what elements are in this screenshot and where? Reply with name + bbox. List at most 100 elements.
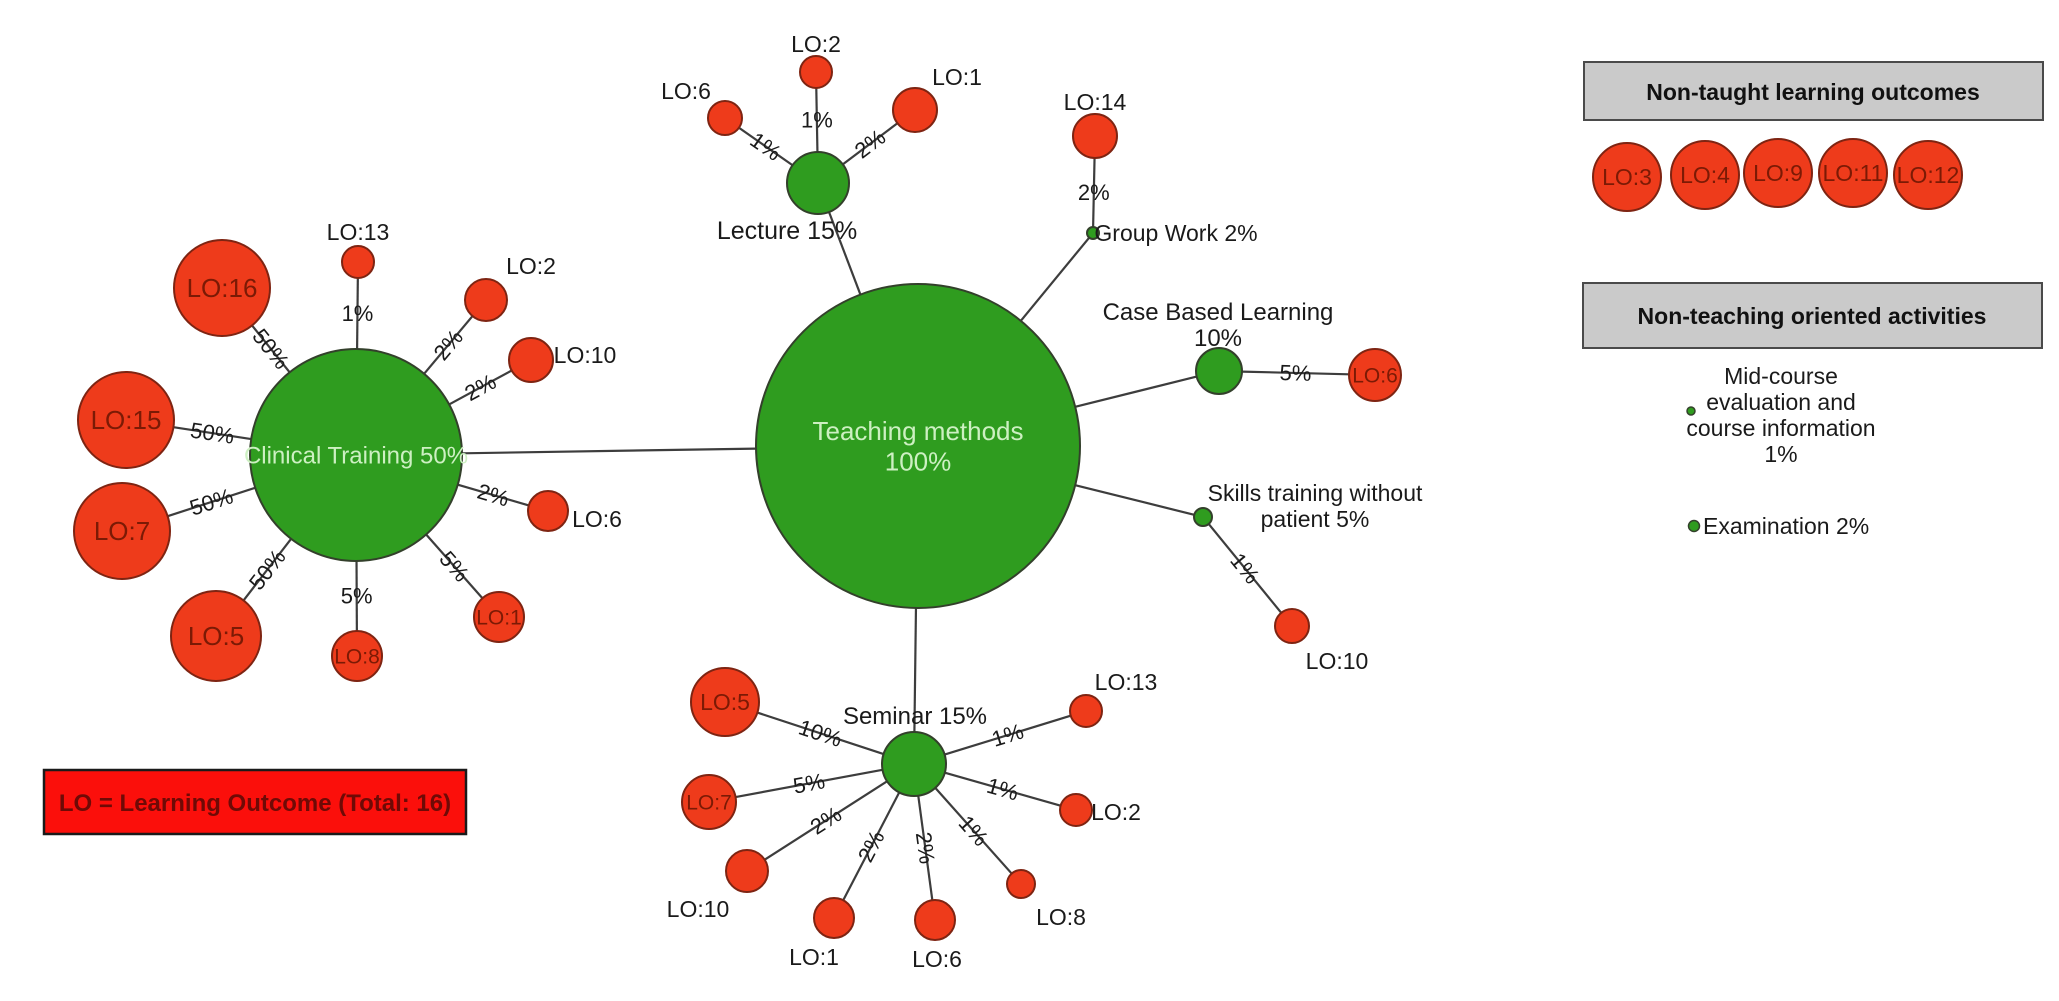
node-sem_lo7-outcome-circle <box>681 774 737 830</box>
examination-bullet-icon <box>1687 519 1701 533</box>
node-clinical-hub-circle <box>249 348 463 562</box>
non-teaching-panel-box <box>1582 282 2043 349</box>
node-lecture_lo2-outcome-circle <box>799 55 833 89</box>
edge-clinical-clinical_lo8-pct-label: 5% <box>341 583 373 608</box>
edge-seminar-sem_lo5-pct-label: 10% <box>796 715 846 753</box>
node-nt_lo12-label: LO:12 <box>1897 162 1960 188</box>
node-seminar-label: Seminar 15% <box>843 703 987 730</box>
node-skills_lo10-outcome-circle <box>1274 608 1310 644</box>
node-skills_lo10-label: LO:10 <box>1306 648 1369 674</box>
edge-seminar-sem_lo13-pct-label: 1% <box>989 719 1027 752</box>
node-clinical_lo7-label: LO:7 <box>94 516 150 546</box>
node-gw_lo14-label: LO:14 <box>1064 89 1127 115</box>
edge-clinical-clinical_lo2-pct-label: 2% <box>429 325 469 365</box>
node-teaching-label: Teaching methods 100% <box>812 416 1023 477</box>
edge-groupwork-gw_lo14 <box>1092 157 1096 228</box>
edge-clinical-clinical_lo1 <box>425 533 484 599</box>
node-lecture-hub-circle <box>786 151 850 215</box>
edge-seminar-sem_lo13 <box>944 714 1072 756</box>
node-sem_lo5-outcome-circle <box>690 667 760 737</box>
node-sem_lo6-outcome-circle <box>914 899 956 941</box>
node-sem_lo5-label: LO:5 <box>700 689 750 715</box>
edge-teaching-clinical <box>461 447 757 455</box>
edge-clinical-clinical_lo5-pct-label: 50% <box>244 545 291 595</box>
edge-seminar-sem_lo6-pct-label: 2% <box>911 831 940 866</box>
node-groupwork-hub-circle <box>1086 226 1100 240</box>
non-taught-panel-title: Non-taught learning outcomes <box>1646 79 1980 105</box>
edge-lecture-lecture_lo1 <box>842 122 899 166</box>
node-sem_lo8-outcome-circle <box>1006 869 1036 899</box>
node-clinical_lo13-outcome-circle <box>341 245 375 279</box>
node-sem_lo10-outcome-circle <box>725 849 769 893</box>
node-clinical_lo16-outcome-circle <box>173 239 271 337</box>
node-groupwork-label: Group Work 2% <box>1094 220 1257 246</box>
node-nt_lo11-outcome-circle <box>1818 138 1888 208</box>
edge-lecture-lecture_lo6 <box>738 126 794 167</box>
edge-seminar-sem_lo5 <box>756 711 884 756</box>
node-skills-label: Skills training without patient 5% <box>1208 480 1423 532</box>
node-cbl-label: Case Based Learning 10% <box>1103 299 1334 352</box>
node-clinical-label: Clinical Training 50% <box>244 442 468 469</box>
edge-seminar-sem_lo2-pct-label: 1% <box>984 773 1021 806</box>
node-lecture_lo2-label: LO:2 <box>791 31 841 57</box>
edge-cbl-cbl_lo6 <box>1241 370 1350 376</box>
edge-clinical-clinical_lo13 <box>355 277 359 350</box>
node-nt_lo4-label: LO:4 <box>1680 162 1730 188</box>
node-cbl_lo6-label: LO:6 <box>1352 364 1398 387</box>
edge-teaching-groupwork <box>1019 236 1091 322</box>
node-clinical_lo15-outcome-circle <box>77 371 175 469</box>
node-sem_lo13-label: LO:13 <box>1095 669 1158 695</box>
node-lecture_lo1-outcome-circle <box>892 87 938 133</box>
edge-cbl-cbl_lo6-pct-label: 5% <box>1279 360 1311 386</box>
edge-teaching-lecture <box>827 211 862 295</box>
edge-seminar-sem_lo10-pct-label: 2% <box>806 801 846 839</box>
lo-legend-text: LO = Learning Outcome (Total: 16) <box>59 790 451 817</box>
non-teaching-panel-title: Non-teaching oriented activities <box>1638 303 1987 329</box>
node-teaching-hub-circle <box>755 283 1081 609</box>
node-clinical_lo1-outcome-circle <box>473 591 525 643</box>
node-clinical_lo5-outcome-circle <box>170 590 262 682</box>
node-sem_lo7-label: LO:7 <box>686 791 732 814</box>
node-lecture-label: Lecture 15% <box>717 217 857 245</box>
node-clinical_lo6-label: LO:6 <box>572 506 622 532</box>
edges-layer <box>167 87 1350 901</box>
node-clinical_lo13-label: LO:13 <box>327 219 390 245</box>
node-clinical_lo7-outcome-circle <box>73 482 171 580</box>
node-nt_lo4-outcome-circle <box>1670 140 1740 210</box>
edge-clinical-clinical_lo6-pct-label: 2% <box>475 479 513 512</box>
edge-clinical-clinical_lo6 <box>457 483 530 507</box>
examination-label: Examination 2% <box>1703 513 1869 539</box>
lo-legend-box <box>42 768 468 836</box>
edge-clinical-clinical_lo16 <box>251 324 291 374</box>
node-cbl_lo6-outcome-circle <box>1348 348 1402 402</box>
node-clinical_lo8-outcome-circle <box>331 630 383 682</box>
edge-clinical-clinical_lo10 <box>448 369 513 406</box>
node-nt_lo12-outcome-circle <box>1893 140 1963 210</box>
node-nt_lo3-label: LO:3 <box>1602 164 1652 190</box>
edge-seminar-sem_lo6 <box>917 795 934 901</box>
node-nt_lo9-outcome-circle <box>1743 138 1813 208</box>
node-sem_lo1-outcome-circle <box>813 897 855 939</box>
node-lecture_lo6-outcome-circle <box>707 100 743 136</box>
edge-lecture-lecture_lo1-pct-label: 2% <box>850 124 890 163</box>
lo-legend: LO = Learning Outcome (Total: 16) <box>42 768 468 836</box>
edge-seminar-sem_lo8 <box>934 787 1013 875</box>
midcourse-label: Mid-course evaluation and course informati… <box>1686 363 1875 467</box>
node-clinical_lo10-outcome-circle <box>508 337 554 383</box>
edge-clinical-clinical_lo13-pct-label: 1% <box>342 301 374 326</box>
node-nt_lo11-label: LO:11 <box>1823 160 1884 186</box>
node-sem_lo2-label: LO:2 <box>1091 799 1141 825</box>
edge-clinical-clinical_lo7 <box>167 486 256 518</box>
edge-lecture-lecture_lo6-pct-label: 1% <box>746 127 786 166</box>
edge-clinical-clinical_lo15-pct-label: 50% <box>189 417 236 448</box>
edge-clinical-clinical_lo16-pct-label: 50% <box>247 324 294 374</box>
node-sem_lo10-label: LO:10 <box>667 896 730 922</box>
node-sem_lo6-label: LO:6 <box>912 946 962 972</box>
edge-teaching-cbl <box>1074 375 1197 408</box>
node-clinical_lo16-label: LO:16 <box>187 273 258 303</box>
node-clinical_lo2-outcome-circle <box>464 278 508 322</box>
node-lecture_lo6-label: LO:6 <box>661 78 711 104</box>
midcourse-bullet-icon <box>1686 406 1696 416</box>
